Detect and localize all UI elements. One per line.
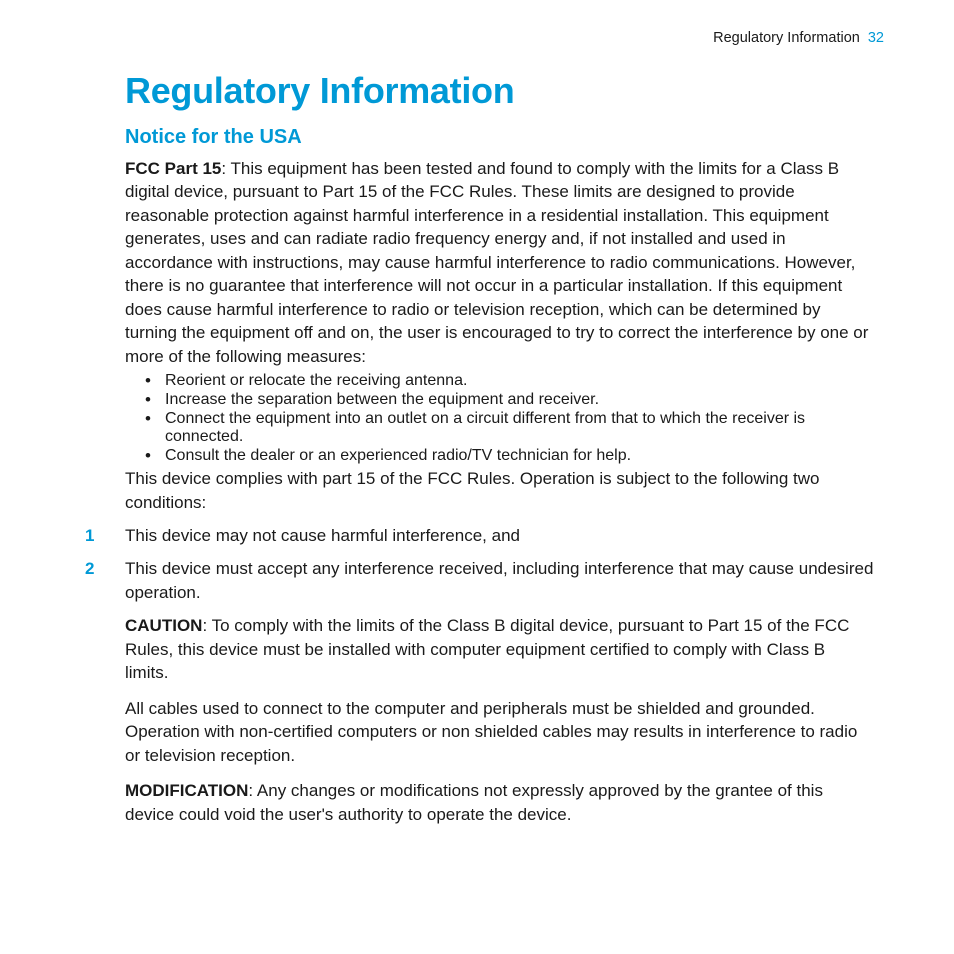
section-subtitle: Notice for the USA bbox=[125, 126, 879, 149]
header-page-number: 32 bbox=[868, 30, 884, 46]
cables-paragraph: All cables used to connect to the comput… bbox=[125, 697, 869, 767]
page-header: Regulatory Information 32 bbox=[75, 30, 884, 46]
caution-text: : To comply with the limits of the Class… bbox=[125, 616, 849, 682]
bullet-item: Reorient or relocate the receiving anten… bbox=[145, 372, 879, 390]
list-number: 1 bbox=[85, 524, 94, 547]
measures-bullet-list: Reorient or relocate the receiving anten… bbox=[145, 372, 879, 465]
compliance-intro: This device complies with part 15 of the… bbox=[125, 467, 869, 514]
numbered-text: This device must accept any interference… bbox=[125, 559, 873, 601]
numbered-text: This device may not cause harmful interf… bbox=[125, 526, 520, 545]
caution-label: CAUTION bbox=[125, 616, 202, 635]
bullet-item: Connect the equipment into an outlet on … bbox=[145, 410, 879, 446]
intro-bold-lead: FCC Part 15 bbox=[125, 159, 221, 178]
document-page: Regulatory Information 32 Regulatory Inf… bbox=[0, 0, 954, 954]
conditions-numbered-list: 1 This device may not cause harmful inte… bbox=[75, 524, 879, 604]
page-title: Regulatory Information bbox=[125, 70, 879, 112]
intro-paragraph: FCC Part 15: This equipment has been tes… bbox=[125, 157, 869, 368]
intro-text: : This equipment has been tested and fou… bbox=[125, 159, 868, 366]
bullet-item: Consult the dealer or an experienced rad… bbox=[145, 447, 879, 465]
bullet-item: Increase the separation between the equi… bbox=[145, 391, 879, 409]
list-number: 2 bbox=[85, 557, 94, 580]
modification-paragraph: MODIFICATION: Any changes or modificatio… bbox=[125, 779, 869, 826]
caution-paragraph: CAUTION: To comply with the limits of th… bbox=[125, 614, 869, 684]
modification-label: MODIFICATION bbox=[125, 781, 248, 800]
header-section-name: Regulatory Information bbox=[713, 30, 860, 46]
numbered-item: 2 This device must accept any interferen… bbox=[75, 557, 879, 604]
numbered-item: 1 This device may not cause harmful inte… bbox=[75, 524, 879, 547]
